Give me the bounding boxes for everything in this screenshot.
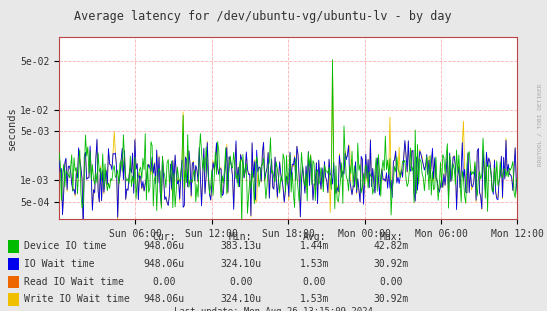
Text: Max:: Max: <box>380 232 403 242</box>
Text: 324.10u: 324.10u <box>220 259 261 269</box>
Text: 383.13u: 383.13u <box>220 241 261 251</box>
Y-axis label: seconds: seconds <box>7 106 17 150</box>
Text: 0.00: 0.00 <box>153 277 176 287</box>
Text: 948.06u: 948.06u <box>143 295 185 304</box>
Text: 324.10u: 324.10u <box>220 295 261 304</box>
Text: Cur:: Cur: <box>153 232 176 242</box>
Text: 948.06u: 948.06u <box>143 241 185 251</box>
Text: Device IO time: Device IO time <box>24 241 106 251</box>
Text: Avg:: Avg: <box>303 232 326 242</box>
Text: 948.06u: 948.06u <box>143 259 185 269</box>
Text: 1.53m: 1.53m <box>300 259 329 269</box>
Text: Write IO Wait time: Write IO Wait time <box>24 295 129 304</box>
Text: 30.92m: 30.92m <box>374 295 409 304</box>
Text: 30.92m: 30.92m <box>374 259 409 269</box>
Text: Last update: Mon Aug 26 13:15:09 2024: Last update: Mon Aug 26 13:15:09 2024 <box>174 307 373 311</box>
Text: 42.82m: 42.82m <box>374 241 409 251</box>
Text: 1.53m: 1.53m <box>300 295 329 304</box>
Text: RRDTOOL / TOBI OETIKER: RRDTOOL / TOBI OETIKER <box>538 83 543 166</box>
Text: 0.00: 0.00 <box>380 277 403 287</box>
Text: IO Wait time: IO Wait time <box>24 259 94 269</box>
Text: 1.44m: 1.44m <box>300 241 329 251</box>
Text: 0.00: 0.00 <box>229 277 252 287</box>
Text: Average latency for /dev/ubuntu-vg/ubuntu-lv - by day: Average latency for /dev/ubuntu-vg/ubunt… <box>74 10 451 23</box>
Text: Min:: Min: <box>229 232 252 242</box>
Text: 0.00: 0.00 <box>303 277 326 287</box>
Text: Read IO Wait time: Read IO Wait time <box>24 277 124 287</box>
